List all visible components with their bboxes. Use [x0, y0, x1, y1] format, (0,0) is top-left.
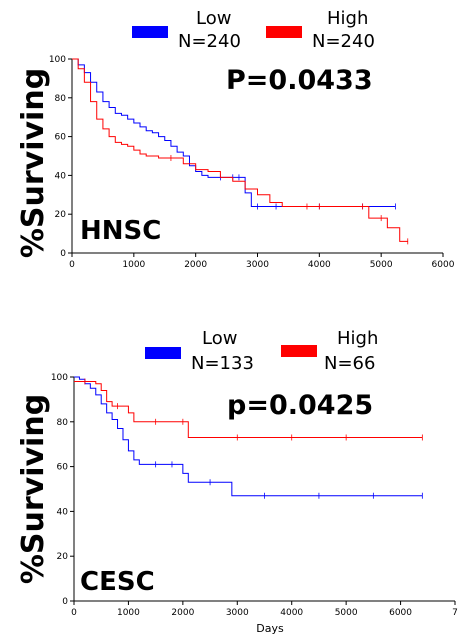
x-axis-label: Days	[256, 622, 284, 634]
p-value-annotation: p=0.0425	[227, 390, 373, 421]
legend-low: Low N=133	[145, 328, 254, 374]
x-tick-label: 6000	[432, 260, 455, 270]
legend-high-swatch	[266, 26, 302, 38]
y-tick-label: 100	[49, 55, 66, 65]
x-tick-label: 2000	[171, 608, 194, 618]
cesc-panel: Low N=133 High N=66 p=0.0425 %Surviving …	[16, 328, 458, 634]
y-tick-label: 40	[55, 171, 67, 181]
x-tick-label: 5000	[370, 260, 393, 270]
y-tick-label: 20	[55, 210, 67, 220]
legend-low-label: Low	[196, 8, 231, 29]
x-tick-label: 3000	[246, 260, 269, 270]
y-axis-label: %Surviving	[16, 394, 51, 584]
legend-low: Low N=240	[132, 8, 241, 52]
survival-curve-high	[74, 380, 423, 438]
legend-high-count: N=240	[312, 31, 375, 52]
cancer-type-label: HNSC	[80, 216, 161, 246]
x-tick-label: 4000	[308, 260, 331, 270]
y-tick-label: 100	[51, 373, 68, 383]
legend-high: High N=66	[281, 328, 378, 374]
x-tick-label: 0	[69, 260, 75, 270]
x-tick-label: 6000	[389, 608, 412, 618]
y-tick-label: 20	[57, 552, 69, 562]
legend-low-swatch	[145, 347, 181, 359]
y-tick-label: 80	[57, 418, 69, 428]
y-tick-label: 80	[55, 94, 67, 104]
legend-high-label: High	[327, 8, 368, 29]
x-tick-label: 3000	[226, 608, 249, 618]
x-tick-label: 1000	[122, 260, 145, 270]
legend-high-swatch	[281, 345, 317, 357]
y-axis-label: %Surviving	[16, 68, 51, 258]
survival-curve-low	[72, 58, 396, 207]
survival-curve-low	[74, 376, 423, 497]
legend-high-count: N=66	[324, 353, 375, 374]
x-tick-label: 1000	[117, 608, 140, 618]
x-tick-label: 4000	[280, 608, 303, 618]
y-tick-label: 0	[60, 249, 66, 259]
legend-high-label: High	[337, 328, 378, 349]
x-tick-label: 5000	[335, 608, 358, 618]
p-value-annotation: P=0.0433	[226, 65, 373, 96]
y-tick-label: 0	[62, 597, 68, 607]
legend-high: High N=240	[266, 8, 375, 52]
hnsc-panel: Low N=240 High N=240 P=0.0433 %Surviving…	[16, 8, 455, 270]
x-tick-label: 7	[452, 608, 458, 618]
x-tick-label: 2000	[184, 260, 207, 270]
y-tick-label: 60	[55, 133, 67, 143]
legend-low-label: Low	[202, 328, 237, 349]
legend-low-count: N=133	[191, 353, 254, 374]
cancer-type-label: CESC	[80, 567, 155, 597]
y-tick-label: 60	[57, 463, 69, 473]
survival-curve-high	[72, 58, 408, 242]
y-tick-label: 40	[57, 507, 69, 517]
x-tick-label: 0	[71, 608, 77, 618]
legend-low-swatch	[132, 26, 168, 38]
legend-low-count: N=240	[178, 31, 241, 52]
